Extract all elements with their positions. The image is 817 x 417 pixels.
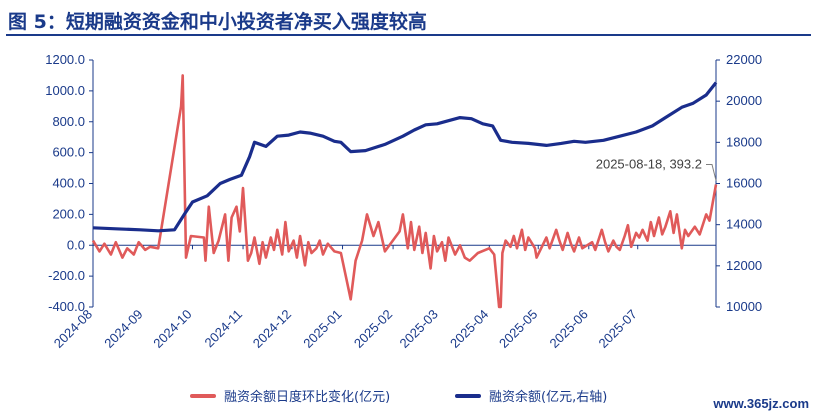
legend-swatch-red: [190, 393, 216, 398]
left-axis-ticks: 1200.0 1000.0 800.0 600.0 400.0 200.0 0.0 -200.…: [45, 52, 93, 314]
legend-item-daily-change: 融资余额日度环比变化(亿元): [190, 386, 390, 405]
x-tick-label: 2025-02: [351, 307, 395, 351]
series-line-balance: [92, 81, 718, 233]
right-tick-label: 18000: [726, 134, 762, 149]
legend: 融资余额日度环比变化(亿元) 融资余额(亿元,右轴): [0, 386, 817, 408]
x-tick-label: 2025-07: [595, 307, 639, 351]
x-tick-label: 2025-01: [300, 307, 344, 351]
watermark: www.365jz.com: [713, 396, 809, 411]
left-tick-label: -200.0: [48, 268, 85, 283]
left-tick-label: 1200.0: [45, 52, 85, 67]
left-tick-label: 0.0: [67, 237, 85, 252]
left-tick-label: 800.0: [52, 114, 85, 129]
left-tick-label: -400.0: [48, 299, 85, 314]
right-tick-label: 16000: [726, 176, 762, 191]
annotation-label: 2025-08-18, 393.2: [596, 157, 702, 172]
legend-swatch-blue: [455, 393, 481, 398]
left-tick-label: 600.0: [52, 145, 85, 160]
annotation: 2025-08-18, 393.2: [596, 157, 717, 181]
right-tick-label: 10000: [726, 299, 762, 314]
legend-label-balance: 融资余额(亿元,右轴): [489, 390, 608, 405]
right-tick-label: 20000: [726, 93, 762, 108]
x-tick-label: 2025-05: [496, 307, 540, 351]
x-axis-ticks: 2024-08 2024-09 2024-10 2024-11 2024-12 2025-…: [51, 245, 640, 351]
legend-item-balance: 融资余额(亿元,右轴): [455, 386, 607, 405]
left-tick-label: 400.0: [52, 176, 85, 191]
plot-frame: [92, 60, 717, 307]
x-tick-label: 2024-10: [150, 307, 194, 351]
x-tick-label: 2024-12: [250, 307, 294, 351]
x-tick-label: 2025-04: [447, 307, 491, 351]
title-bar: 图 5：短期融资资金和中小投资者净买入强度较高: [6, 4, 811, 36]
x-tick-label: 2025-06: [547, 307, 591, 351]
legend-label-daily-change: 融资余额日度环比变化(亿元): [224, 390, 391, 405]
right-tick-label: 14000: [726, 217, 762, 232]
title-rule: [6, 34, 811, 36]
left-tick-label: 200.0: [52, 206, 85, 221]
x-tick-label: 2025-03: [397, 307, 441, 351]
series-line-daily-change: [91, 74, 718, 309]
series-lines: [91, 74, 718, 309]
chart-title: 图 5：短期融资资金和中小投资者净买入强度较高: [8, 11, 427, 33]
left-tick-label: 1000.0: [45, 83, 85, 98]
annotation-leader-line: [706, 164, 717, 181]
right-axis-ticks: 22000 20000 18000 16000 14000 12000 10000: [716, 52, 762, 314]
right-tick-label: 22000: [726, 52, 762, 67]
x-tick-label: 2024-09: [101, 307, 145, 351]
right-tick-label: 12000: [726, 258, 762, 273]
x-tick-label: 2024-11: [201, 307, 245, 351]
